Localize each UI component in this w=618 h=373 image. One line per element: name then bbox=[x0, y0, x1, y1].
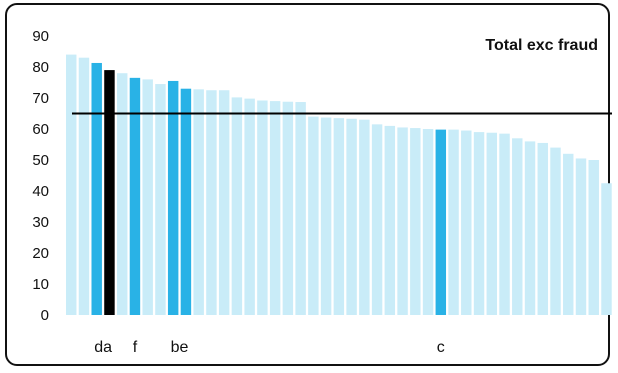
x-category-labels: da f be c bbox=[94, 339, 445, 356]
bar bbox=[142, 79, 153, 316]
y-tick-label: 30 bbox=[32, 214, 49, 231]
bar bbox=[359, 119, 370, 315]
bar bbox=[461, 130, 472, 315]
bar bbox=[295, 102, 306, 315]
bar bbox=[422, 129, 434, 315]
bar bbox=[346, 118, 357, 316]
category-label: f bbox=[133, 339, 138, 356]
bar bbox=[129, 77, 141, 315]
bar bbox=[206, 90, 217, 315]
bar bbox=[563, 153, 574, 315]
category-label: da bbox=[94, 339, 112, 356]
bar bbox=[155, 84, 166, 315]
bar bbox=[448, 129, 459, 315]
y-tick-label: 40 bbox=[32, 183, 49, 200]
y-tick-label: 90 bbox=[32, 28, 49, 45]
bar bbox=[167, 80, 179, 315]
bar bbox=[78, 57, 90, 315]
bar bbox=[371, 124, 383, 315]
bar bbox=[575, 158, 587, 315]
y-tick-label: 80 bbox=[32, 59, 49, 76]
bar bbox=[308, 116, 319, 315]
bar bbox=[524, 141, 536, 315]
bar bbox=[384, 125, 396, 316]
bar bbox=[499, 133, 510, 315]
bar bbox=[66, 54, 77, 315]
bar bbox=[486, 132, 498, 315]
bar bbox=[537, 142, 548, 315]
y-tick-label: 50 bbox=[32, 152, 49, 169]
category-label: be bbox=[171, 339, 189, 356]
bar bbox=[333, 118, 345, 316]
y-tick-label: 60 bbox=[32, 121, 49, 138]
bar bbox=[397, 127, 408, 315]
bar bbox=[550, 147, 561, 315]
bar bbox=[91, 62, 102, 315]
y-tick-label: 10 bbox=[32, 276, 49, 293]
bar bbox=[410, 128, 421, 315]
bar bbox=[257, 100, 268, 315]
bar bbox=[435, 129, 447, 315]
bar bbox=[180, 88, 192, 315]
y-tick-label: 0 bbox=[41, 307, 49, 324]
bar bbox=[282, 101, 294, 315]
bar bbox=[473, 132, 485, 315]
chart-title: Total exc fraud bbox=[485, 37, 598, 54]
y-tick-label: 70 bbox=[32, 90, 49, 107]
bars-group bbox=[66, 54, 612, 316]
category-label: c bbox=[437, 339, 445, 356]
bar bbox=[512, 138, 523, 315]
bar bbox=[104, 70, 115, 315]
bar bbox=[269, 101, 281, 315]
y-axis: 0 10 20 30 40 50 60 70 80 90 bbox=[32, 28, 49, 324]
y-tick-label: 20 bbox=[32, 245, 49, 262]
bar bbox=[601, 183, 612, 315]
bar bbox=[231, 97, 243, 315]
bar bbox=[320, 117, 332, 315]
bar bbox=[218, 90, 230, 315]
bar bbox=[244, 98, 255, 316]
bar bbox=[193, 89, 204, 315]
bar bbox=[116, 73, 128, 315]
bar bbox=[588, 160, 599, 315]
